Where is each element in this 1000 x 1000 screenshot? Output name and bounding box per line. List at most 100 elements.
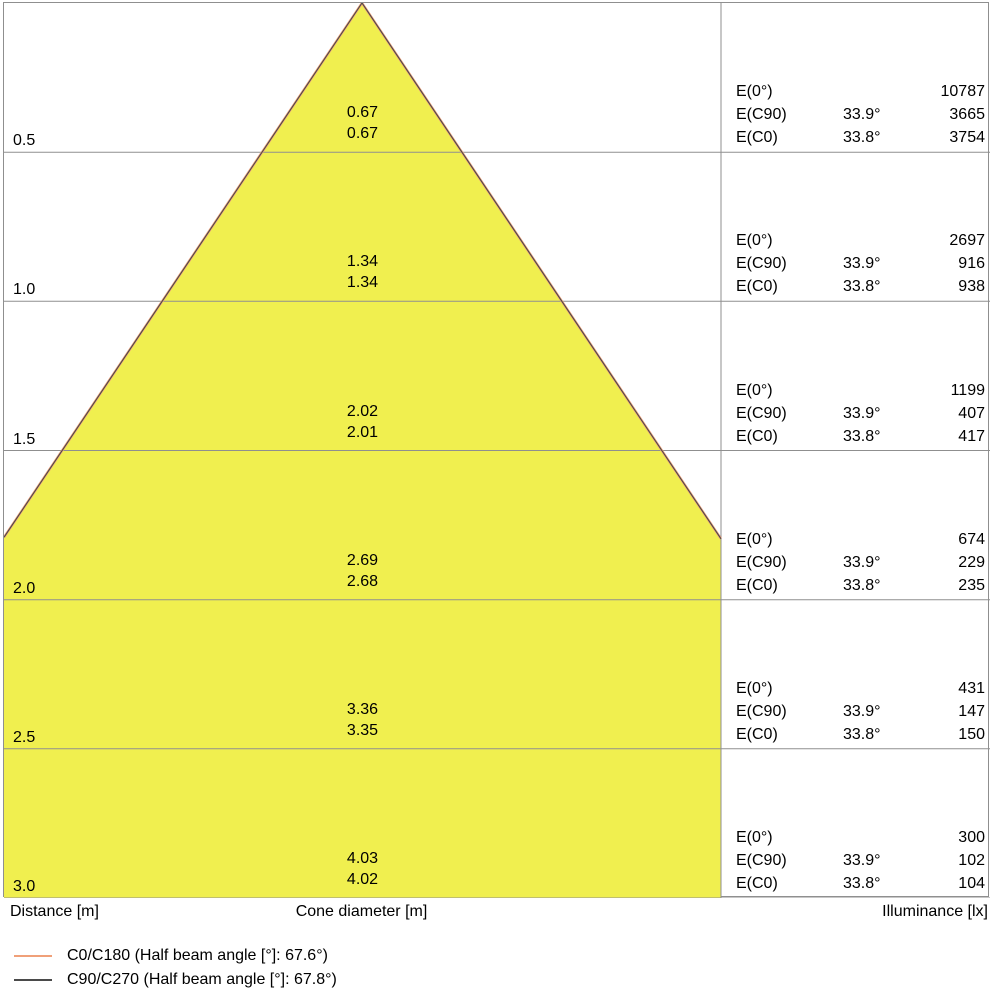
ec0-value: 150	[958, 725, 985, 743]
cone-diameter-values: 3.36 3.35	[4, 699, 721, 741]
distance-value: 2.5	[13, 728, 36, 746]
e0-line: E(0°) 300	[736, 826, 985, 849]
e0-value: 2697	[949, 232, 985, 250]
ec90-line: E(C90) 33.9° 229	[736, 551, 985, 574]
e0-label: E(0°)	[736, 530, 773, 548]
cone-diameter-c0-value: 2.01	[346, 423, 379, 441]
ec0-angle: 33.8°	[843, 427, 881, 445]
ec90-value: 3665	[949, 106, 985, 124]
illuminance-row: E(0°) 1199 E(C90) 33.9° 407 E(C0) 33.8° …	[721, 301, 990, 450]
cone-diameter-c90-value: 3.36	[346, 700, 379, 718]
ec0-label: E(C0)	[736, 278, 778, 296]
legend: C0/C180 (Half beam angle [°]: 67.6°) C90…	[14, 944, 337, 992]
ec90-label: E(C90)	[736, 852, 787, 870]
distance-row: 4.03 4.02 3.0	[4, 749, 721, 898]
ec0-line: E(C0) 33.8° 3754	[736, 126, 985, 149]
ec90-value: 407	[958, 404, 985, 422]
cone-diameter-c0-value: 4.02	[346, 871, 379, 889]
distance-rows: 0.67 0.67 0.5 1.34 1.34 1.0 2.02 2.01 1.…	[4, 3, 721, 898]
ec0-value: 104	[958, 875, 985, 893]
legend-label-c90-c270: C90/C270 (Half beam angle [°]: 67.8°)	[67, 971, 337, 988]
ec0-angle: 33.8°	[843, 576, 881, 594]
e0-value: 300	[958, 829, 985, 847]
illuminance-row: E(0°) 674 E(C90) 33.9° 229 E(C0) 33.8° 2…	[721, 451, 990, 600]
e0-label: E(0°)	[736, 829, 773, 847]
e0-label: E(0°)	[736, 83, 773, 101]
distance-row: 2.02 2.01 1.5	[4, 301, 721, 450]
ec0-value: 938	[958, 278, 985, 296]
cone-diameter-c90-value: 2.69	[346, 551, 379, 569]
distance-row: 3.36 3.35 2.5	[4, 600, 721, 749]
ec90-label: E(C90)	[736, 255, 787, 273]
axis-labels: Cone diameter [m] Distance [m] Illuminan…	[3, 903, 989, 925]
cone-diameter-c0-value: 1.34	[346, 274, 379, 292]
e0-angle	[843, 80, 918, 103]
cone-diameter-c90-value: 4.03	[346, 850, 379, 868]
e0-label: E(0°)	[736, 232, 773, 250]
e0-angle	[843, 528, 918, 551]
ec90-angle: 33.9°	[843, 702, 881, 720]
e0-label: E(0°)	[736, 679, 773, 697]
ec90-label: E(C90)	[736, 702, 787, 720]
ec0-label: E(C0)	[736, 427, 778, 445]
ec0-angle: 33.8°	[843, 875, 881, 893]
ec90-angle: 33.9°	[843, 255, 881, 273]
illuminance-row: E(0°) 300 E(C90) 33.9° 102 E(C0) 33.8° 1…	[721, 749, 990, 898]
distance-row: 1.34 1.34 1.0	[4, 152, 721, 301]
ec0-value: 235	[958, 576, 985, 594]
illuminance-row: E(0°) 2697 E(C90) 33.9° 916 E(C0) 33.8° …	[721, 152, 990, 301]
c90-c270-beam-line	[4, 3, 722, 540]
ec90-value: 916	[958, 255, 985, 273]
ec0-angle: 33.8°	[843, 129, 881, 147]
distance-value: 1.5	[13, 430, 36, 448]
ec90-line: E(C90) 33.9° 102	[736, 849, 985, 872]
e0-line: E(0°) 674	[736, 528, 985, 551]
cone-diameter-axis-label: Cone diameter [m]	[295, 903, 428, 920]
distance-row: 2.69 2.68 2.0	[4, 451, 721, 600]
ec90-label: E(C90)	[736, 553, 787, 571]
cone-diameter-c0-value: 2.68	[346, 572, 379, 590]
ec90-line: E(C90) 33.9° 3665	[736, 103, 985, 126]
cone-diagram-chart: 0.67 0.67 0.5 1.34 1.34 1.0 2.02 2.01 1.…	[3, 2, 990, 898]
ec90-value: 147	[958, 702, 985, 720]
ec90-angle: 33.9°	[843, 404, 881, 422]
ec0-label: E(C0)	[736, 129, 778, 147]
ec0-line: E(C0) 33.8° 417	[736, 425, 985, 448]
cone-diameter-c90-value: 2.02	[346, 402, 379, 420]
e0-line: E(0°) 431	[736, 677, 985, 700]
cone-diameter-c90-value: 1.34	[346, 253, 379, 271]
light-cone-graphic	[4, 3, 990, 898]
illuminance-axis-label: Illuminance [lx]	[882, 903, 988, 920]
ec90-value: 229	[958, 553, 985, 571]
e0-value: 10787	[940, 83, 986, 101]
e0-line: E(0°) 2697	[736, 229, 985, 252]
c90-c270-line-swatch	[14, 979, 52, 981]
ec90-angle: 33.9°	[843, 852, 881, 870]
e0-value: 674	[958, 530, 985, 548]
ec0-label: E(C0)	[736, 576, 778, 594]
distance-axis-label: Distance [m]	[10, 903, 99, 920]
cone-diameter-c0-value: 0.67	[346, 125, 379, 143]
ec0-value: 3754	[949, 129, 985, 147]
e0-value: 1199	[950, 381, 985, 399]
ec90-label: E(C90)	[736, 106, 787, 124]
ec90-line: E(C90) 33.9° 916	[736, 252, 985, 275]
ec0-line: E(C0) 33.8° 938	[736, 275, 985, 298]
illuminance-row: E(0°) 10787 E(C90) 33.9° 3665 E(C0) 33.8…	[721, 3, 990, 152]
cone-diameter-c90-value: 0.67	[346, 104, 379, 122]
ec0-label: E(C0)	[736, 875, 778, 893]
e0-line: E(0°) 1199	[736, 379, 985, 402]
ec0-line: E(C0) 33.8° 104	[736, 872, 985, 895]
e0-angle	[843, 379, 918, 402]
distance-value: 3.0	[13, 878, 36, 896]
ec0-angle: 33.8°	[843, 725, 881, 743]
e0-label: E(0°)	[736, 381, 773, 399]
ec0-line: E(C0) 33.8° 150	[736, 723, 985, 746]
c0-c180-line-swatch	[14, 955, 52, 957]
ec90-line: E(C90) 33.9° 407	[736, 402, 985, 425]
e0-angle	[843, 826, 918, 849]
cone-diameter-values: 0.67 0.67	[4, 102, 721, 144]
ec90-value: 102	[958, 852, 985, 870]
e0-line: E(0°) 10787	[736, 80, 985, 103]
ec0-angle: 33.8°	[843, 278, 881, 296]
